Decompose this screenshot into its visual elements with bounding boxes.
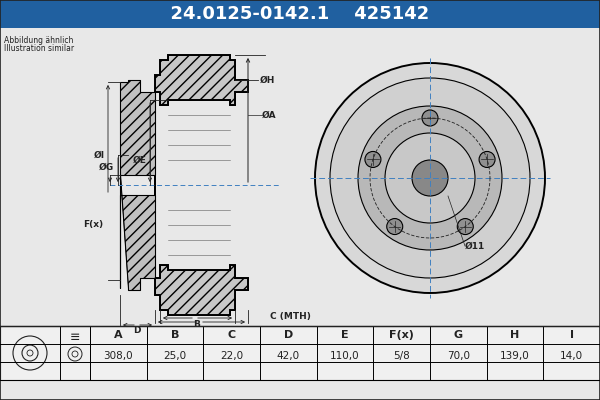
Circle shape xyxy=(330,78,530,278)
Text: 24.0125-0142.1    425142: 24.0125-0142.1 425142 xyxy=(158,5,442,23)
Text: Illustration similar: Illustration similar xyxy=(4,44,74,53)
Polygon shape xyxy=(155,55,248,315)
Text: D: D xyxy=(133,326,141,335)
Text: Ø11: Ø11 xyxy=(465,242,485,250)
Circle shape xyxy=(422,110,438,126)
Text: ≡: ≡ xyxy=(70,330,80,344)
Text: F(x): F(x) xyxy=(389,330,414,340)
Text: B: B xyxy=(194,320,200,329)
Text: 70,0: 70,0 xyxy=(447,351,470,361)
Text: I: I xyxy=(569,330,574,340)
Bar xyxy=(0,326,600,380)
Text: 42,0: 42,0 xyxy=(277,351,300,361)
Circle shape xyxy=(412,160,448,196)
Circle shape xyxy=(387,218,403,234)
Circle shape xyxy=(358,106,502,250)
Text: 110,0: 110,0 xyxy=(330,351,360,361)
Text: G: G xyxy=(454,330,463,340)
Text: 25,0: 25,0 xyxy=(163,351,187,361)
Text: ØG: ØG xyxy=(99,162,114,172)
Text: 139,0: 139,0 xyxy=(500,351,530,361)
Text: D: D xyxy=(284,330,293,340)
Circle shape xyxy=(479,152,495,168)
Text: E: E xyxy=(341,330,349,340)
Circle shape xyxy=(457,218,473,234)
Circle shape xyxy=(385,133,475,223)
Text: ØE: ØE xyxy=(133,156,147,164)
Text: 308,0: 308,0 xyxy=(104,351,133,361)
Text: 14,0: 14,0 xyxy=(560,351,583,361)
Text: B: B xyxy=(171,330,179,340)
Text: 22,0: 22,0 xyxy=(220,351,243,361)
Text: C (MTH): C (MTH) xyxy=(270,312,311,320)
Circle shape xyxy=(315,63,545,293)
Text: A: A xyxy=(114,330,122,340)
Text: Abbildung ähnlich: Abbildung ähnlich xyxy=(4,36,73,45)
Polygon shape xyxy=(120,80,155,290)
Text: ØI: ØI xyxy=(94,150,105,160)
Text: ØA: ØA xyxy=(262,110,277,120)
Text: C: C xyxy=(227,330,236,340)
Text: F(x): F(x) xyxy=(83,220,103,230)
Circle shape xyxy=(365,152,381,168)
Bar xyxy=(0,0,600,28)
Text: H: H xyxy=(511,330,520,340)
Text: 5/8: 5/8 xyxy=(393,351,410,361)
Text: ØH: ØH xyxy=(260,76,275,84)
